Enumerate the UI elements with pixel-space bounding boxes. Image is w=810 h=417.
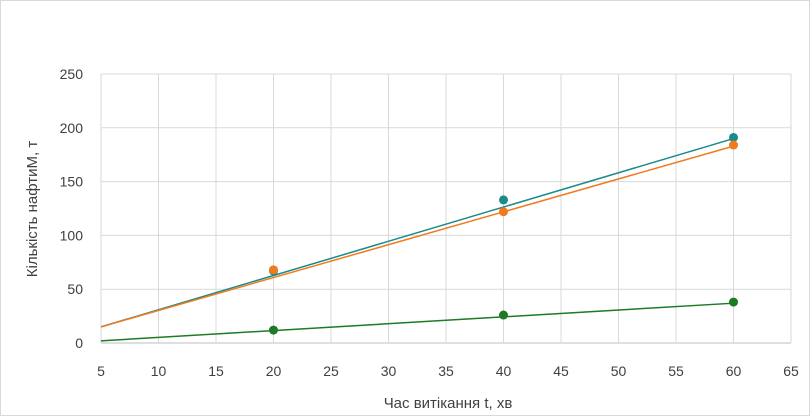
y-tick-labels: 0 50 100 150 200 250 [60,66,84,351]
x-tick-label: 60 [726,363,742,379]
data-point-3 [729,297,738,307]
y-tick-label: 150 [60,174,84,190]
trendline-1 [100,137,734,328]
y-tick-label: 100 [60,227,84,243]
x-tick-label: 40 [496,363,512,379]
x-tick-label: 35 [438,363,454,379]
y-axis-title: Кількість нафтиМ, т [24,141,41,278]
data-points [269,132,738,335]
x-tick-label: 10 [151,363,167,379]
trendline-2 [100,145,734,328]
trendlines [100,137,734,342]
x-axis-title: Час витікання t, хв [384,395,513,412]
x-tick-labels: 5 10 15 20 25 30 35 40 45 50 55 60 65 [97,363,799,379]
data-point-2 [729,140,738,150]
grid [100,73,792,344]
x-tick-label: 5 [97,363,105,379]
data-point-2 [269,265,278,275]
x-tick-label: 25 [323,363,339,379]
x-tick-label: 20 [266,363,282,379]
x-tick-label: 55 [668,363,684,379]
trendline-3 [100,302,734,342]
x-tick-label: 50 [611,363,627,379]
y-tick-label: 200 [60,120,84,136]
x-tick-label: 15 [208,363,224,379]
data-point-1 [729,132,738,142]
data-point-2 [499,207,508,217]
y-tick-label: 50 [67,281,83,297]
x-tick-label: 30 [381,363,397,379]
x-tick-label: 65 [783,363,799,379]
y-tick-label: 250 [60,66,84,82]
data-point-3 [269,325,278,335]
data-point-1 [499,195,508,205]
y-tick-label: 0 [75,335,83,351]
x-tick-label: 45 [553,363,569,379]
data-point-3 [499,310,508,320]
